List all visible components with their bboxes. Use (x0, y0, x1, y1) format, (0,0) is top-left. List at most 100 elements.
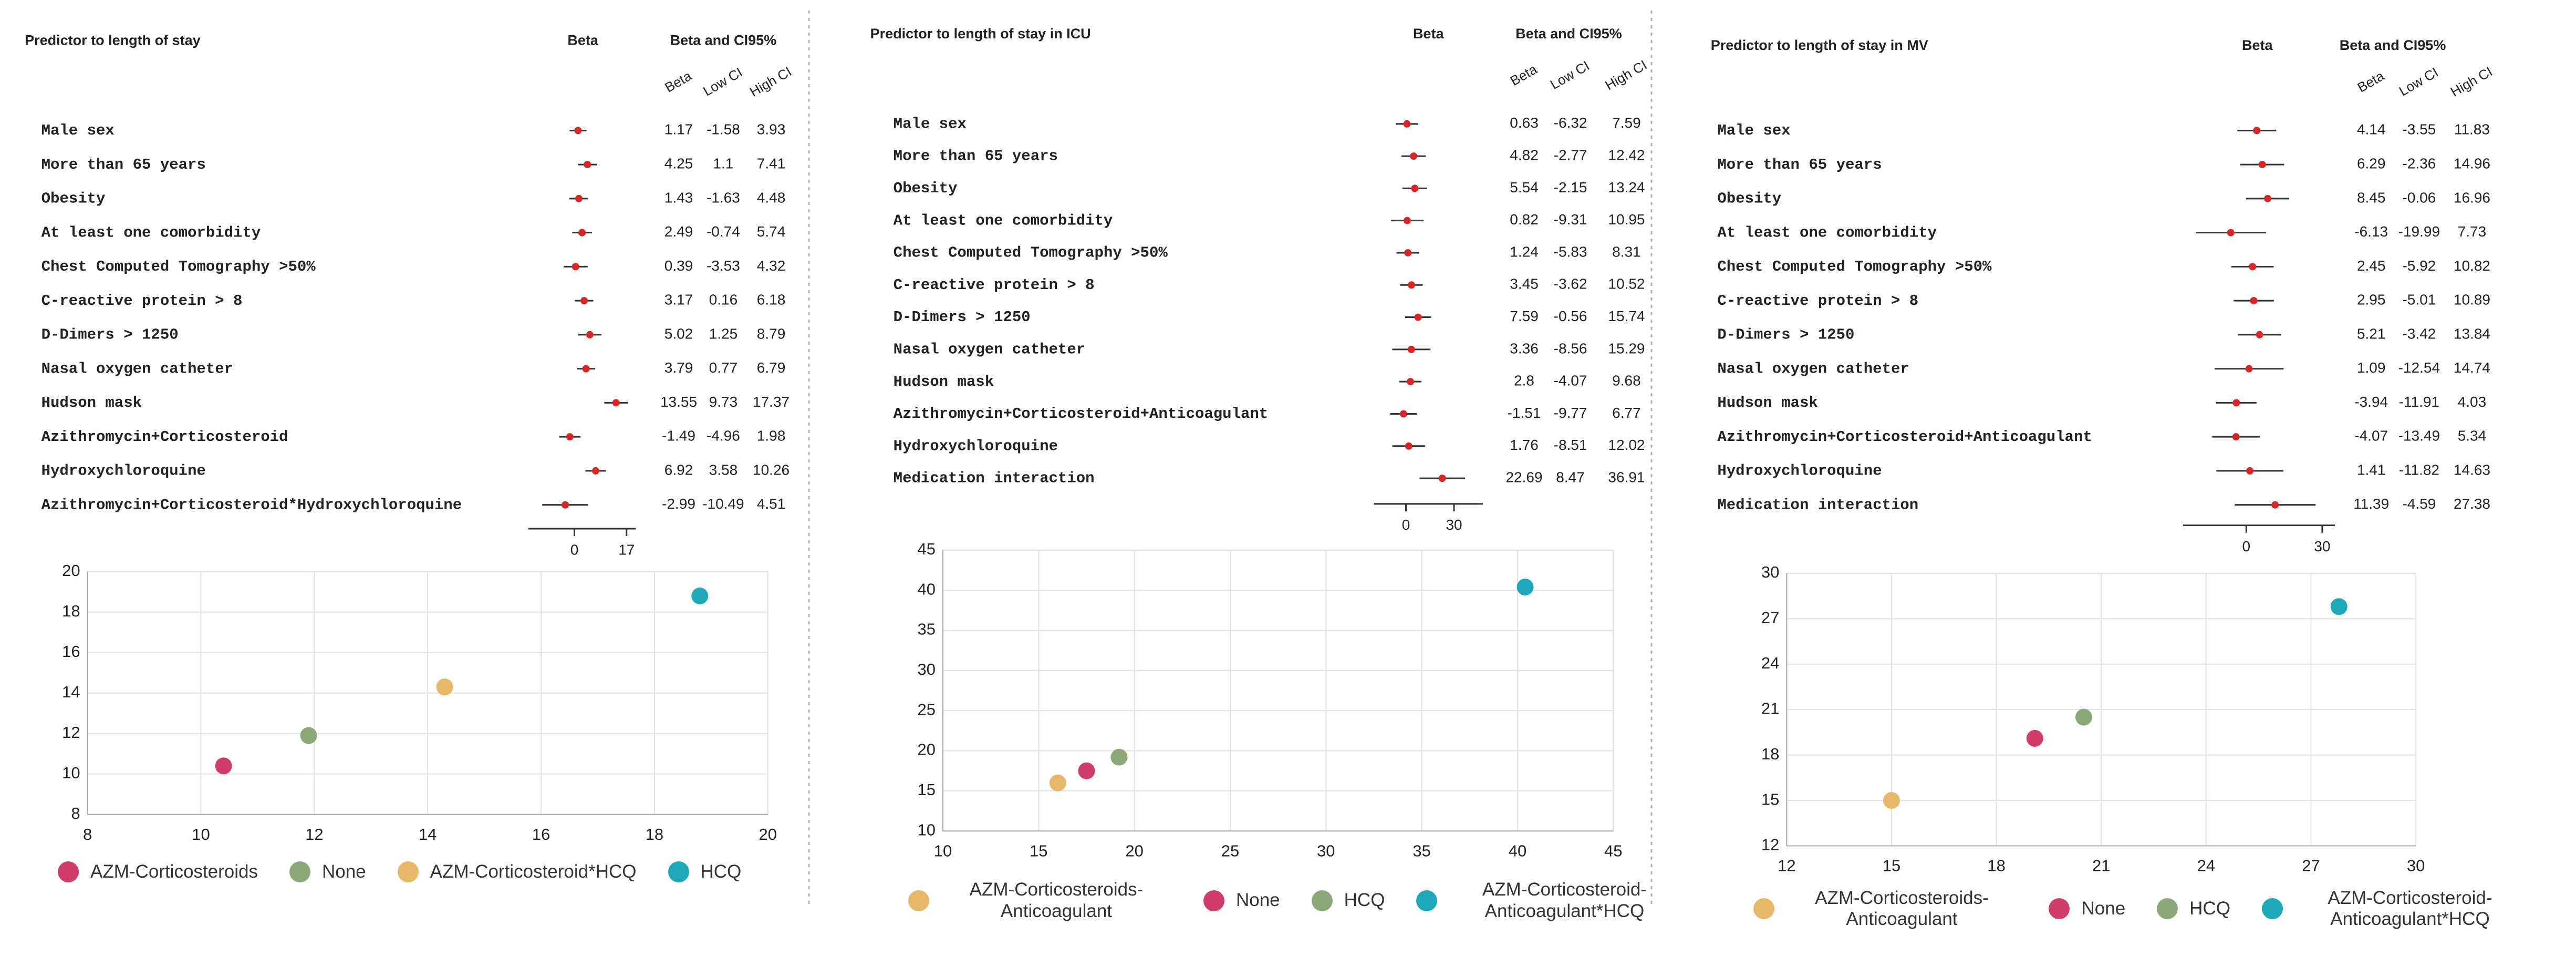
legend: AZM-Corticosteroids-Anticoagulant None HCQ… (908, 879, 1680, 922)
beta-point (2249, 263, 2257, 271)
y-tick-label: 18 (62, 602, 80, 620)
beta-point (2256, 331, 2263, 338)
plot-title: Beta (2242, 37, 2273, 53)
x-tick-label: 17 (618, 541, 635, 558)
scatter-point (300, 727, 317, 744)
y-tick-label: 25 (918, 700, 936, 718)
x-tick-label: 35 (1412, 841, 1430, 860)
x-tick-label: 15 (1030, 841, 1047, 860)
legend-marker (668, 861, 689, 882)
legend-item: AZM-Corticosteroids-Anticoagulant (1753, 888, 2017, 930)
beta-point (2264, 194, 2272, 202)
table-value: 5.54 (1510, 179, 1539, 196)
row-label: More than 65 years (1717, 156, 1882, 173)
x-tick-label: 12 (305, 825, 323, 843)
x-tick-label: 0 (2242, 538, 2251, 554)
table-value: -1.49 (662, 428, 695, 444)
legend-marker (2261, 898, 2283, 920)
y-tick-label: 12 (62, 723, 80, 742)
row-label: At least one comorbidity (41, 224, 261, 241)
legend-item: HCQ (1311, 890, 1385, 911)
table-value: 2.95 (2357, 292, 2386, 308)
x-tick-label: 40 (1509, 841, 1526, 860)
table-title: Beta and CI95% (1515, 26, 1622, 42)
table-value: 10.82 (2454, 258, 2490, 274)
scatter-point (1516, 579, 1534, 596)
legend-label: None (1235, 890, 1280, 911)
table-value: 12.42 (1608, 147, 1645, 163)
table-value: 1.43 (664, 189, 693, 205)
x-tick-label: 15 (1883, 857, 1900, 875)
scatter-point (2026, 729, 2043, 747)
table-value: -3.53 (707, 258, 740, 274)
table-value: 17.37 (753, 394, 790, 410)
table-value: -4.59 (2402, 496, 2436, 512)
beta-point (2271, 501, 2279, 509)
scatter-point (1110, 748, 1128, 766)
table-value: 10.26 (753, 461, 790, 478)
legend-item: HCQ (2157, 898, 2230, 920)
y-tick-label: 20 (918, 740, 936, 759)
table-value: 13.84 (2454, 325, 2490, 342)
legend: AZM-Corticosteroids None AZM-Corticosteroi… (58, 861, 741, 882)
table-value: -0.74 (707, 223, 740, 240)
x-tick-label: 0 (570, 541, 579, 558)
table-value: -0.56 (1554, 308, 1587, 324)
table-value: 6.92 (664, 461, 693, 478)
table-value: -1.58 (707, 121, 740, 138)
column-header: High CI (1602, 57, 1649, 93)
beta-point (2245, 365, 2253, 373)
table-value: 4.51 (757, 496, 786, 512)
table-value: 14.74 (2454, 359, 2490, 376)
y-tick-label: 18 (1761, 745, 1779, 763)
table-value: 7.41 (757, 155, 786, 171)
column-header: Beta (1508, 61, 1540, 89)
table-value: 6.18 (757, 292, 786, 308)
table-value: -10.49 (702, 496, 744, 512)
table-value: -3.42 (2402, 325, 2436, 342)
table-value: 15.74 (1608, 308, 1645, 324)
row-label: C-reactive protein > 8 (894, 276, 1095, 294)
beta-point (1407, 378, 1415, 386)
table-value: 14.63 (2454, 461, 2490, 478)
row-label: Hudson mask (1717, 394, 1817, 412)
panel-title: Predictor to length of stay in ICU (870, 26, 1091, 42)
row-label: Hydroxychloroquine (1717, 462, 1882, 480)
table-value: 2.45 (2357, 258, 2386, 274)
legend-marker (397, 861, 419, 882)
table-title: Beta and CI95% (670, 33, 777, 48)
y-tick-label: 30 (918, 660, 936, 678)
table-value: -4.96 (707, 428, 740, 444)
table-value: 22.69 (1505, 469, 1542, 485)
table-value: -11.82 (2399, 461, 2439, 478)
table-value: 3.45 (1510, 276, 1539, 292)
x-tick-label: 0 (1402, 517, 1410, 533)
y-tick-label: 20 (62, 561, 80, 580)
row-label: Chest Computed Tomography >50% (894, 244, 1168, 262)
legend-marker (1311, 890, 1333, 911)
row-label: Nasal oxygen catheter (1717, 360, 1909, 377)
beta-point (1403, 217, 1411, 224)
row-label: Chest Computed Tomography >50% (41, 258, 316, 275)
table-value: 4.48 (757, 189, 786, 205)
y-tick-label: 27 (1761, 608, 1779, 626)
table-value: -2.99 (662, 496, 695, 512)
legend-item: AZM-Corticosteroids (58, 861, 258, 882)
y-tick-label: 24 (1761, 654, 1779, 672)
panel-title: Predictor to length of stay in MV (1711, 37, 1928, 53)
table-value: 12.02 (1608, 437, 1645, 453)
plot-title: Beta (567, 33, 599, 48)
column-header: Beta (2354, 68, 2387, 96)
x-tick-label: 30 (2407, 857, 2425, 875)
row-label: Hudson mask (894, 373, 994, 390)
table-value: 13.24 (1608, 179, 1645, 196)
beta-point (2232, 399, 2240, 407)
row-label: Hydroxychloroquine (894, 437, 1058, 455)
row-label: Nasal oxygen catheter (894, 341, 1085, 358)
table-value: 14.96 (2454, 155, 2490, 171)
row-label: D-Dimers > 1250 (894, 308, 1031, 326)
legend-label: AZM-Corticosteroids-Anticoagulant (1815, 887, 1989, 930)
legend-marker (289, 861, 310, 882)
legend-label: None (2081, 898, 2126, 919)
